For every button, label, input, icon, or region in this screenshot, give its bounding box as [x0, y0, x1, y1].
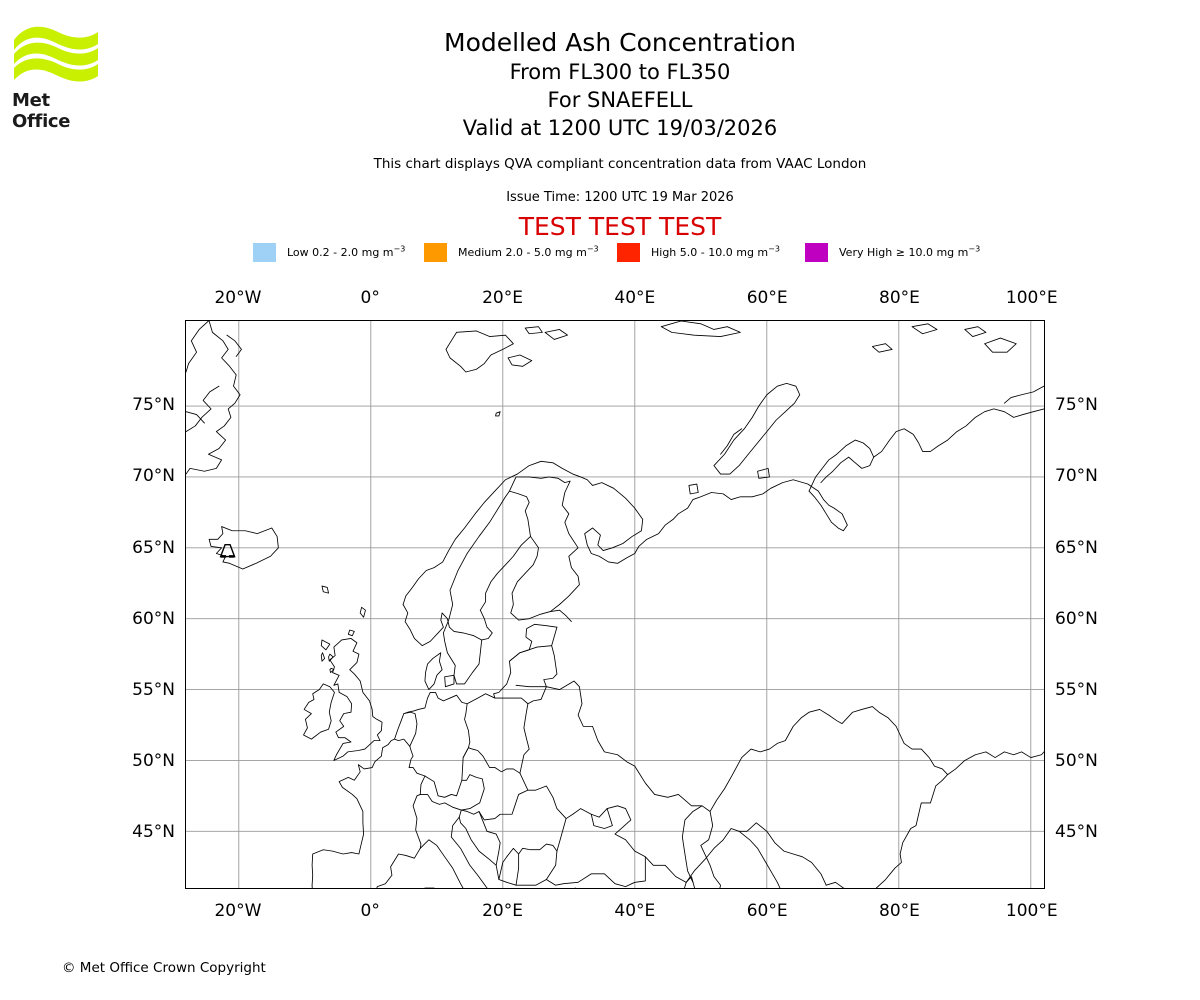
lat-tick-left-2: 65°N	[132, 537, 175, 558]
lon-tick-bottom-3: 40°E	[614, 901, 656, 921]
lat-tick-left-0: 75°N	[132, 395, 175, 416]
legend-swatch-1	[424, 242, 447, 262]
lon-tick-bottom-0: 20°W	[214, 901, 262, 921]
legend-label-1: Medium 2.0 - 5.0 mg m−3	[458, 243, 599, 259]
legend-swatch-3	[805, 242, 828, 262]
lon-tick-top-5: 80°E	[879, 288, 920, 308]
lon-tick-bottom-5: 80°E	[879, 901, 920, 921]
map-plot-frame[interactable]	[185, 320, 1045, 889]
lat-tick-right-3: 60°N	[1055, 608, 1098, 629]
legend-item-3: Very High ≥ 10.0 mg m−3	[805, 241, 980, 263]
volcano-source-marker	[219, 543, 236, 558]
legend-item-0: Low 0.2 - 2.0 mg m−3	[253, 241, 405, 263]
lat-tick-left-3: 60°N	[132, 608, 175, 629]
title-line-3: For SNAEFELL	[547, 88, 693, 112]
met-office-logo: Met Office	[12, 22, 112, 132]
lon-tick-bottom-6: 100°E	[1005, 901, 1058, 921]
lat-tick-right-4: 55°N	[1055, 679, 1098, 700]
legend-item-1: Medium 2.0 - 5.0 mg m−3	[424, 241, 599, 263]
lat-tick-left-5: 50°N	[132, 750, 175, 771]
lat-tick-right-6: 45°N	[1055, 822, 1098, 843]
lon-tick-top-2: 20°E	[482, 288, 523, 308]
lat-tick-right-2: 65°N	[1055, 537, 1098, 558]
met-office-wave-icon	[14, 26, 98, 82]
title-line-2: From FL300 to FL350	[509, 60, 731, 84]
lat-tick-left-1: 70°N	[132, 466, 175, 487]
page-title: Modelled Ash Concentration From FL300 to…	[160, 28, 1080, 142]
lon-tick-top-6: 100°E	[1005, 288, 1058, 308]
met-office-wordmark: Met Office	[12, 90, 71, 132]
lat-tick-right-0: 75°N	[1055, 395, 1098, 416]
lon-tick-top-1: 0°	[360, 288, 380, 308]
lon-tick-top-4: 60°E	[746, 288, 788, 308]
map-chart	[185, 320, 1045, 889]
lat-tick-left-4: 55°N	[132, 679, 175, 700]
issue-time-text: Issue Time: 1200 UTC 19 Mar 2026	[506, 190, 734, 205]
lat-tick-left-6: 45°N	[132, 822, 175, 843]
legend-swatch-2	[617, 242, 640, 262]
title-line-4: Valid at 1200 UTC 19/03/2026	[462, 116, 778, 140]
lat-tick-right-1: 70°N	[1055, 466, 1098, 487]
lon-tick-bottom-2: 20°E	[482, 901, 523, 921]
lon-tick-bottom-1: 0°	[360, 901, 380, 921]
map-coastlines	[186, 321, 1044, 888]
legend-label-2: High 5.0 - 10.0 mg m−3	[651, 243, 780, 259]
lon-tick-bottom-4: 60°E	[746, 901, 788, 921]
legend-item-2: High 5.0 - 10.0 mg m−3	[617, 241, 780, 263]
copyright-text: © Met Office Crown Copyright	[62, 960, 266, 976]
concentration-legend: Low 0.2 - 2.0 mg m−3 Medium 2.0 - 5.0 mg …	[253, 241, 993, 263]
lat-tick-right-5: 50°N	[1055, 750, 1098, 771]
lon-tick-top-3: 40°E	[614, 288, 656, 308]
disclaimer-text: This chart displays QVA compliant concen…	[373, 156, 867, 172]
map-gridlines	[186, 321, 1044, 888]
title-line-1: Modelled Ash Concentration	[444, 28, 796, 57]
legend-label-0: Low 0.2 - 2.0 mg m−3	[287, 243, 406, 259]
lon-tick-top-0: 20°W	[214, 288, 262, 308]
test-banner-text: TEST TEST TEST	[518, 212, 722, 241]
map-canvas	[186, 321, 1044, 888]
legend-label-3: Very High ≥ 10.0 mg m−3	[839, 243, 981, 259]
legend-swatch-0	[253, 242, 276, 262]
